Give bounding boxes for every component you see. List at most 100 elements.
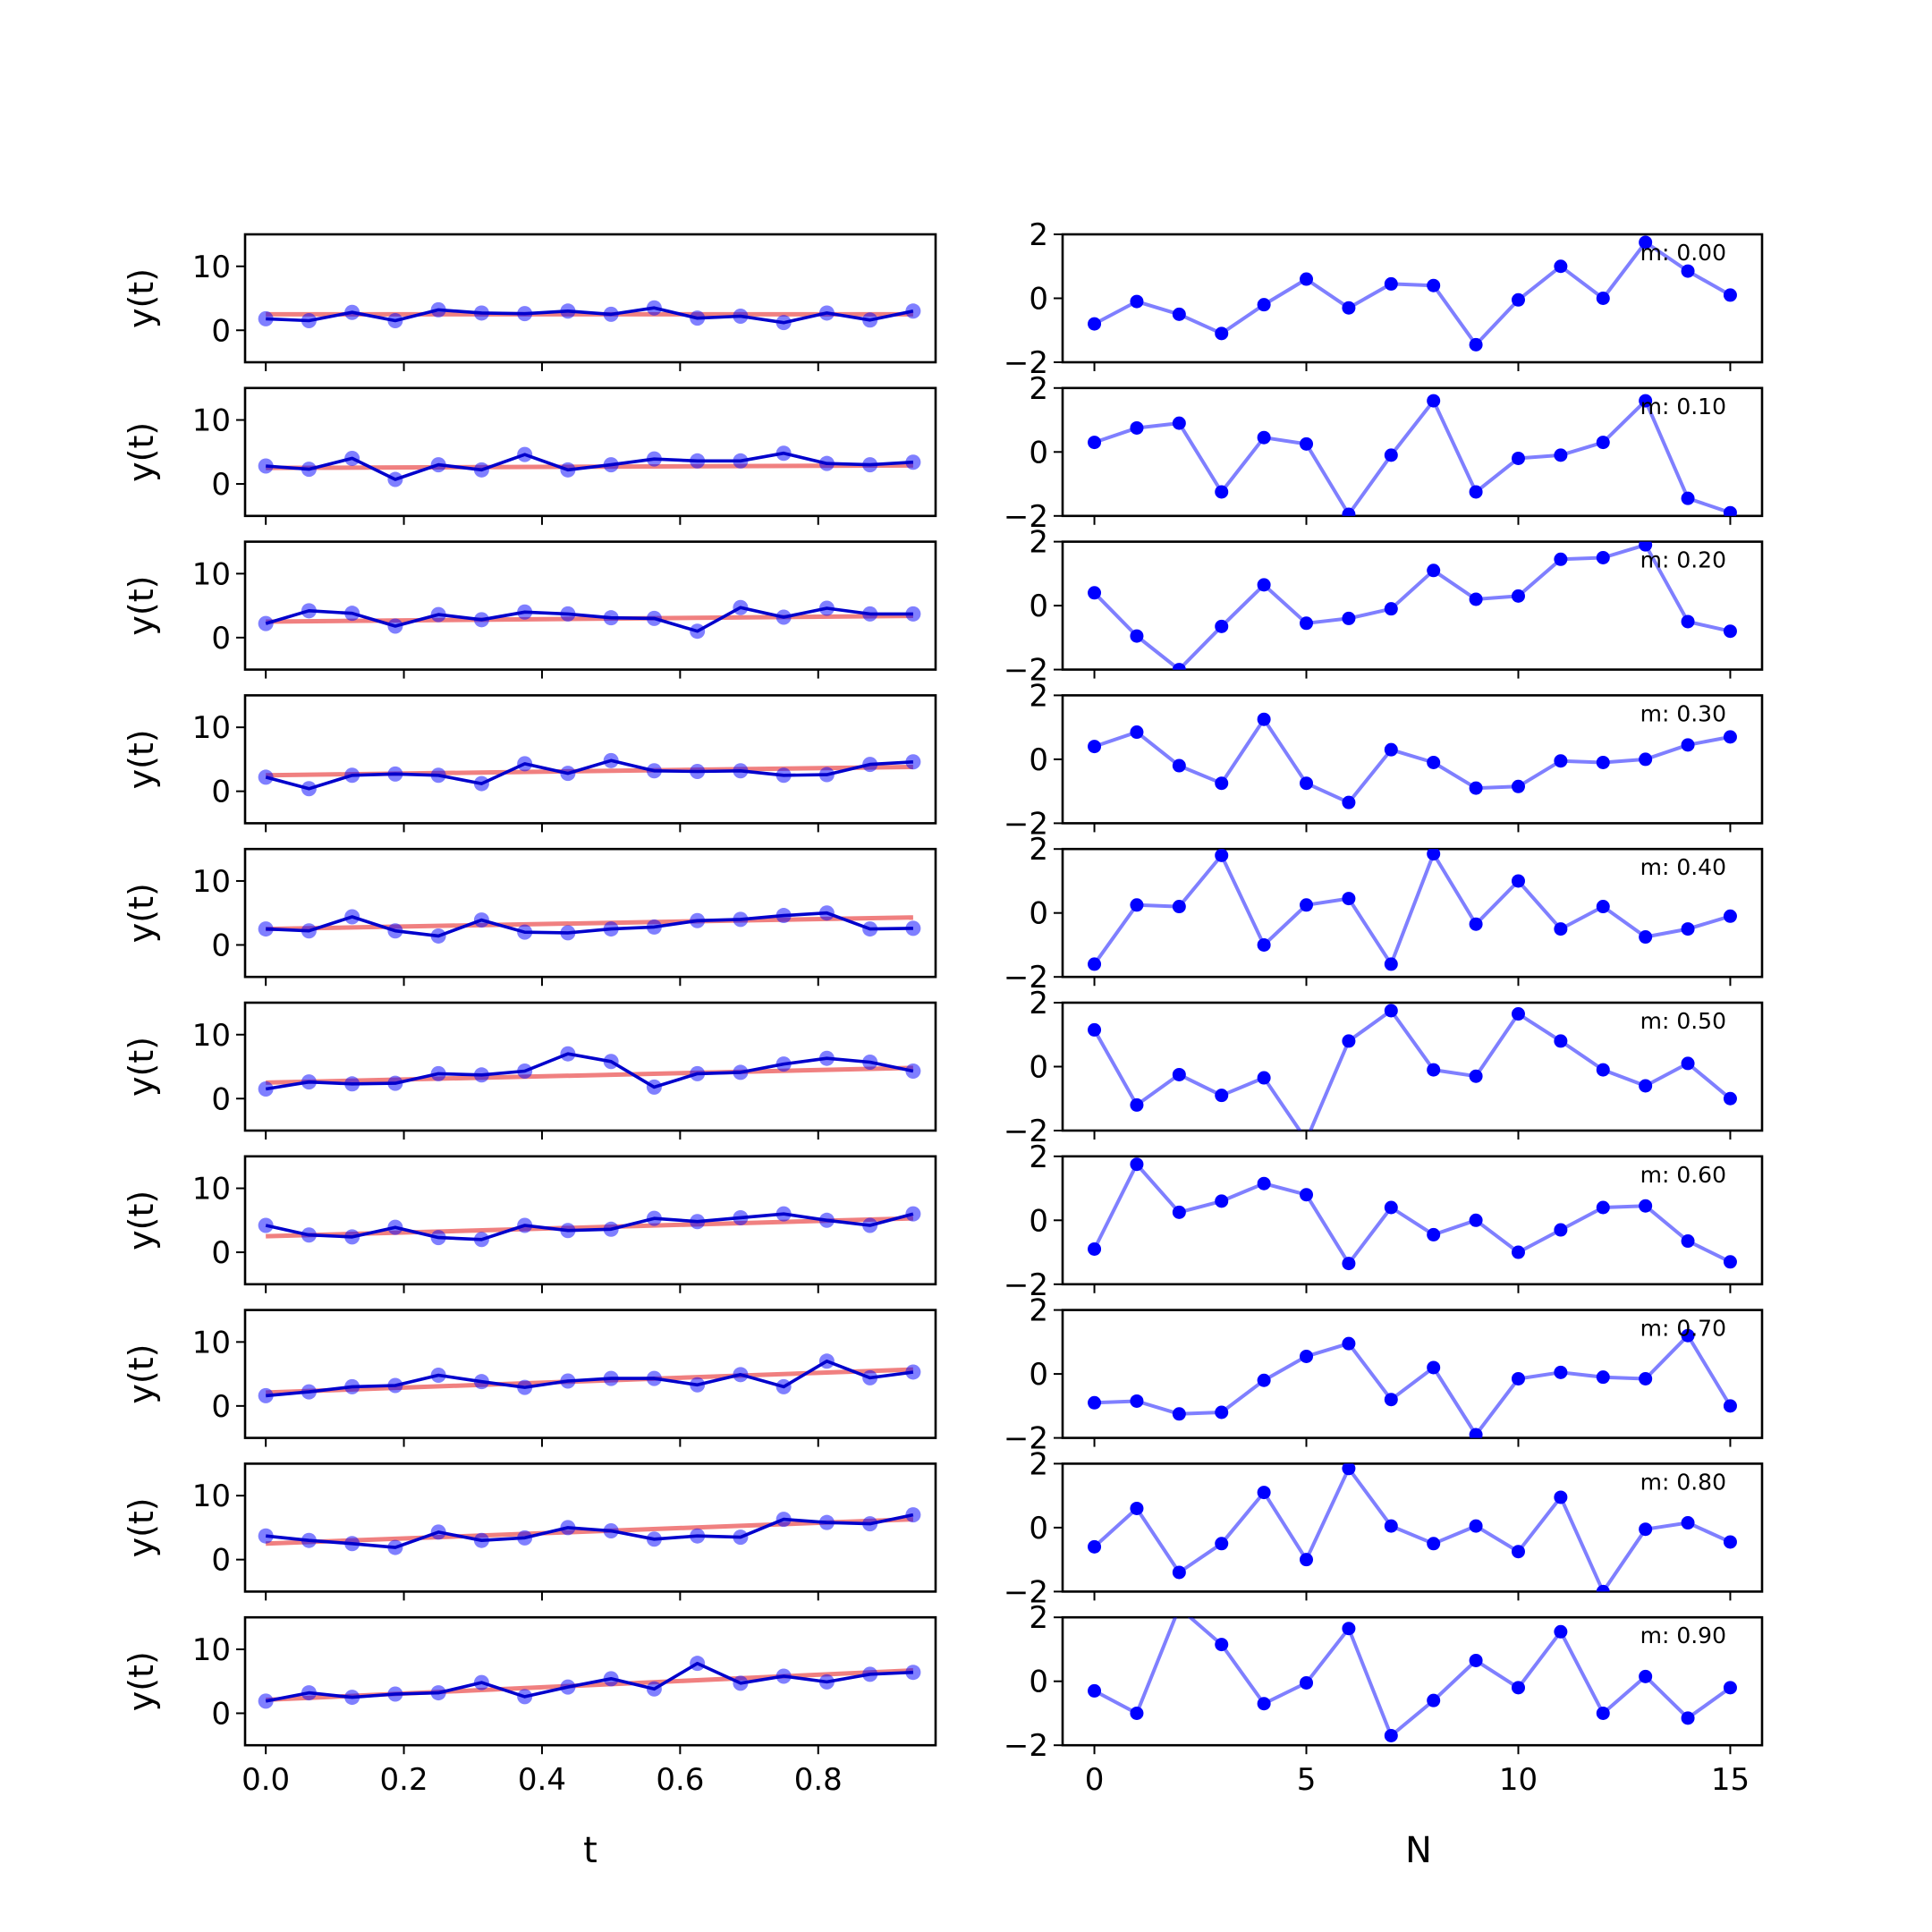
data-point xyxy=(258,1528,274,1544)
right-xtick-label: 10 xyxy=(1499,1762,1538,1798)
noise-point xyxy=(1469,592,1483,606)
noise-point xyxy=(1088,1539,1102,1554)
right-plot-area xyxy=(1088,712,1737,809)
data-point xyxy=(905,606,921,622)
noise-point xyxy=(1639,541,1653,552)
noise-point xyxy=(1723,1091,1737,1106)
noise-point xyxy=(1384,1728,1398,1742)
noise-point xyxy=(1511,451,1525,465)
noise-point xyxy=(1554,1624,1568,1639)
data-point xyxy=(905,1364,921,1380)
noise-point xyxy=(1257,1071,1271,1085)
noise-point xyxy=(1342,892,1356,906)
right-plot-area xyxy=(1088,394,1737,516)
data-point xyxy=(905,1063,921,1080)
noise-point xyxy=(1342,1336,1356,1351)
data-point xyxy=(258,1693,274,1709)
noise-point xyxy=(1215,619,1229,633)
right-ytick-label: 0 xyxy=(1029,1665,1048,1700)
right-ytick-label: 0 xyxy=(1029,1357,1048,1393)
noise-line xyxy=(1092,852,1732,966)
left-xtick-label: 0.4 xyxy=(518,1762,566,1798)
left-frame xyxy=(243,233,937,364)
data-point xyxy=(258,769,274,785)
left-ytick-label: 10 xyxy=(192,1325,231,1360)
left-y-axis-label: y(t) xyxy=(122,1037,161,1097)
noise-point xyxy=(1300,1188,1314,1202)
row-annotation: m: 0.30 xyxy=(1640,700,1726,726)
left-ytick-label: 0 xyxy=(211,621,231,657)
right-frame xyxy=(1061,1309,1764,1439)
noise-point xyxy=(1596,436,1610,450)
noise-point xyxy=(1596,755,1610,769)
row-annotation: m: 0.70 xyxy=(1640,1316,1726,1342)
noise-point xyxy=(1469,1428,1483,1438)
row-annotation: m: 0.60 xyxy=(1640,1162,1726,1188)
noise-point xyxy=(1639,1669,1653,1683)
left-panel-3: 0 10 y(t) xyxy=(122,694,937,833)
right-ytick-label: 0 xyxy=(1029,1511,1048,1546)
noise-point xyxy=(1257,712,1271,726)
noise-point xyxy=(1427,1360,1441,1375)
noise-point xyxy=(1469,1069,1483,1083)
right-ytick-label: −2 xyxy=(1004,499,1048,535)
noise-point xyxy=(1088,957,1102,971)
right-ytick-label: −2 xyxy=(1004,1267,1048,1303)
right-plot-area xyxy=(1088,541,1737,670)
left-frame xyxy=(243,1155,937,1286)
noise-point xyxy=(1384,602,1398,616)
right-ytick-label: 0 xyxy=(1029,282,1048,318)
left-y-axis-label: y(t) xyxy=(122,729,161,789)
noise-point xyxy=(1172,1067,1186,1081)
noise-point xyxy=(1511,1681,1525,1695)
left-panel-0: 0 10 y(t) xyxy=(122,233,937,371)
noise-point xyxy=(1723,730,1737,744)
fit-line xyxy=(266,1517,914,1546)
right-panel-2: −2 0 2 m: 0.20 xyxy=(1004,525,1764,689)
noise-point xyxy=(1130,1501,1144,1515)
left-panel-2: 0 10 y(t) xyxy=(122,540,937,679)
right-ytick-label: −2 xyxy=(1004,1574,1048,1610)
right-frame xyxy=(1061,1155,1764,1286)
right-panel-9: −2 0 2 0 5 10 15 m: 0.90 xyxy=(1004,1600,1764,1798)
right-ytick-label: 0 xyxy=(1029,896,1048,932)
left-ytick-label: 0 xyxy=(211,1235,231,1271)
noise-point xyxy=(1511,779,1525,793)
left-ytick-label: 0 xyxy=(211,1696,231,1732)
data-point xyxy=(905,1507,921,1523)
right-panel-7: −2 0 2 m: 0.70 xyxy=(1004,1293,1764,1457)
noise-point xyxy=(1342,1463,1356,1476)
noise-point xyxy=(1342,1257,1356,1271)
right-xtick-label: 15 xyxy=(1711,1762,1750,1798)
noise-point xyxy=(1172,1565,1186,1580)
noise-point xyxy=(1257,430,1271,445)
right-ytick-label: 0 xyxy=(1029,1203,1048,1239)
left-ytick-label: 0 xyxy=(211,1389,231,1425)
noise-point xyxy=(1300,776,1314,791)
right-frame xyxy=(1061,233,1764,364)
row-annotation: m: 0.00 xyxy=(1640,240,1726,266)
noise-point xyxy=(1427,394,1441,408)
data-line xyxy=(266,1360,914,1398)
noise-point xyxy=(1554,1490,1568,1504)
left-plot-area xyxy=(258,1353,921,1403)
noise-point xyxy=(1130,629,1144,643)
noise-line xyxy=(1093,1466,1732,1592)
noise-point xyxy=(1723,505,1737,516)
left-ytick-label: 10 xyxy=(192,864,231,900)
noise-point xyxy=(1172,1407,1186,1421)
noise-point xyxy=(1342,1622,1356,1636)
right-frame xyxy=(1061,1462,1764,1593)
noise-point xyxy=(1596,900,1610,914)
noise-point xyxy=(1723,1255,1737,1269)
noise-point xyxy=(1215,1089,1229,1103)
data-line xyxy=(265,758,914,791)
noise-point xyxy=(1257,1486,1271,1500)
right-plot-area xyxy=(1088,1328,1737,1438)
noise-point xyxy=(1427,849,1441,861)
fit-line xyxy=(266,1065,913,1085)
noise-point xyxy=(1723,909,1737,923)
noise-point xyxy=(1554,922,1568,936)
noise-point xyxy=(1554,1034,1568,1048)
